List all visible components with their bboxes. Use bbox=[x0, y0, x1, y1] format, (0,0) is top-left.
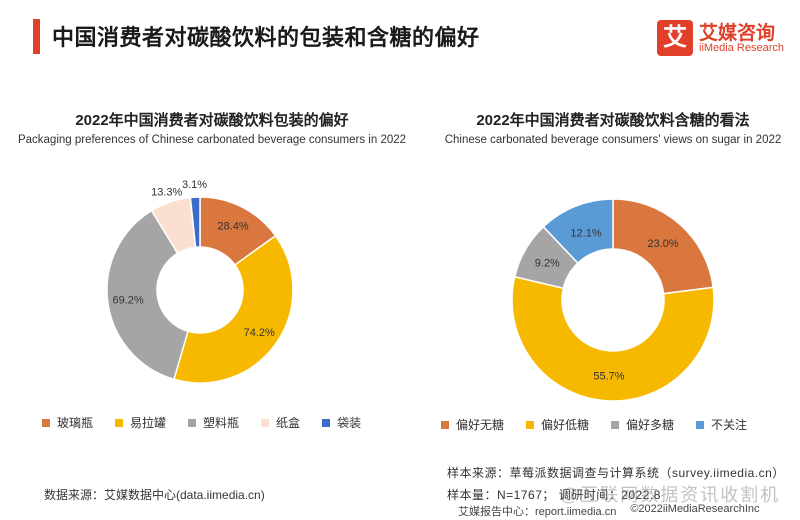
legend-swatch bbox=[696, 420, 705, 429]
chart1-legend-item: 玻璃瓶 bbox=[42, 414, 93, 431]
chart2-title: 2022年中国消费者对碳酸饮料含糖的看法 bbox=[476, 112, 750, 129]
legend-label: 纸盒 bbox=[276, 416, 301, 430]
chart1-slice-label-1: 74.2% bbox=[244, 327, 275, 339]
chart2-subtitle: Chinese carbonated beverage consumers' v… bbox=[444, 134, 782, 146]
chart2-legend-item: 偏好低糖 bbox=[526, 416, 589, 433]
chart1-legend-item: 纸盒 bbox=[261, 414, 300, 431]
chart2-legend: 偏好无糖 偏好低糖 偏好多糖 不关注 bbox=[441, 416, 747, 433]
legend-swatch bbox=[42, 418, 50, 427]
chart1-title: 2022年中国消费者对碳酸饮料包装的偏好 bbox=[75, 112, 349, 129]
legend-label: 袋装 bbox=[337, 416, 362, 430]
brand-name-cn: 艾媒咨询 bbox=[699, 23, 776, 44]
legend-label: 偏好无糖 bbox=[456, 418, 505, 432]
page-title: 中国消费者对碳酸饮料的包装和含糖的偏好 bbox=[52, 25, 480, 50]
watermark-text: @互联网数据资讯收割机 bbox=[560, 485, 781, 505]
chart2-slice-label-2: 9.2% bbox=[535, 257, 560, 269]
legend-swatch bbox=[188, 418, 197, 427]
legend-swatch bbox=[322, 418, 331, 427]
chart2-slice-label-1: 55.7% bbox=[593, 371, 624, 383]
chart2-slice-0 bbox=[612, 198, 715, 295]
chart2-slice-label-3: 12.1% bbox=[570, 227, 601, 239]
legend-label: 偏好低糖 bbox=[541, 418, 590, 432]
legend-swatch bbox=[261, 418, 270, 427]
chart1-subtitle: Packaging preferences of Chinese carbona… bbox=[17, 134, 407, 146]
chart1-legend: 玻璃瓶 易拉罐 塑料瓶 纸盒 袋装 bbox=[42, 414, 361, 431]
sample-size-text: 样本量：N=1767； 调研时间：2022.8 bbox=[447, 488, 661, 502]
chart1-slice-4 bbox=[189, 196, 201, 249]
footer: 艾媒报告中心：report.iimedia.cn ©2022iiMediaRes… bbox=[458, 503, 760, 519]
chart1-legend-item: 易拉罐 bbox=[115, 414, 166, 431]
legend-swatch bbox=[611, 420, 620, 429]
legend-label: 易拉罐 bbox=[130, 416, 167, 430]
chart1-slice-label-2: 69.2% bbox=[112, 295, 143, 307]
chart1-legend-item: 袋装 bbox=[322, 414, 361, 431]
chart2-legend-item: 偏好多糖 bbox=[611, 416, 674, 433]
chart2-slice-1 bbox=[511, 275, 715, 402]
title-accent-bar bbox=[33, 19, 40, 54]
legend-label: 玻璃瓶 bbox=[57, 416, 94, 430]
legend-swatch bbox=[441, 420, 449, 429]
chart1-legend-item: 塑料瓶 bbox=[188, 414, 239, 431]
brand-logo-icon: 艾 bbox=[657, 20, 693, 56]
brand-name-en: iiMedia Research bbox=[699, 42, 784, 54]
chart1-slice-1 bbox=[173, 234, 294, 384]
chart1-slice-label-0: 28.4% bbox=[218, 220, 249, 232]
sample-source-text: 样本来源：草莓派数据调查与计算系统（survey.iimedia.cn） bbox=[447, 466, 785, 480]
chart1-slice-label-4: 3.1% bbox=[182, 179, 207, 191]
legend-label: 不关注 bbox=[711, 418, 748, 432]
chart2-legend-item: 偏好无糖 bbox=[441, 416, 504, 433]
chart2-legend-item: 不关注 bbox=[696, 416, 747, 433]
chart1-slice-2 bbox=[106, 209, 189, 381]
chart2-slice-3 bbox=[542, 198, 614, 265]
data-source-text: 数据来源：艾媒数据中心(data.iimedia.cn) bbox=[44, 488, 265, 502]
legend-swatch bbox=[115, 418, 124, 427]
chart2-slice-label-0: 23.0% bbox=[647, 238, 678, 250]
chart1-slice-label-3: 13.3% bbox=[151, 186, 182, 198]
legend-swatch bbox=[526, 420, 535, 429]
footer-report-center[interactable]: 艾媒报告中心：report.iimedia.cn bbox=[458, 506, 617, 518]
footer-copyright: ©2022iiMediaResearchInc bbox=[630, 503, 760, 515]
legend-label: 偏好多糖 bbox=[626, 418, 675, 432]
legend-label: 塑料瓶 bbox=[203, 416, 240, 430]
